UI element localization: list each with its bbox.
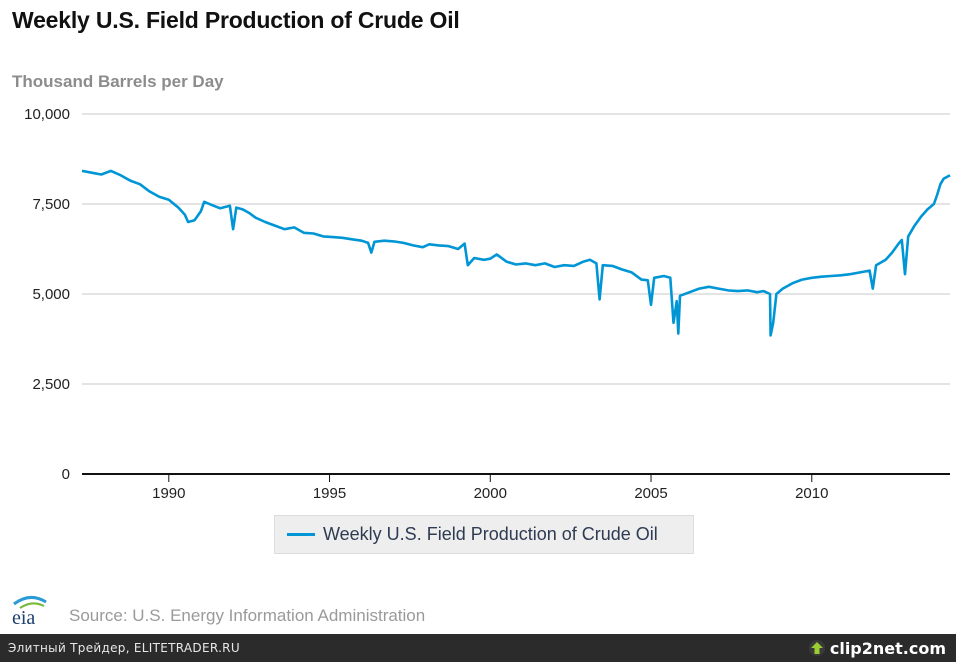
y-tick-label-3: 7,500 <box>32 196 70 213</box>
legend-label: Weekly U.S. Field Production of Crude Oi… <box>323 524 658 544</box>
y-tick-label-4: 10,000 <box>24 106 70 123</box>
x-tick-label-3: 2005 <box>634 485 667 502</box>
chart-title: Weekly U.S. Field Production of Crude Oi… <box>12 7 460 33</box>
footer-caption: Элитный Трейдер, ELITETRADER.RU <box>8 641 240 655</box>
legend: Weekly U.S. Field Production of Crude Oi… <box>274 515 694 554</box>
eia-logo-text: eia <box>12 607 35 628</box>
source-note: Source: U.S. Energy Information Administ… <box>69 606 426 625</box>
eia-logo: eia <box>12 596 47 628</box>
upload-arrow-icon <box>808 640 825 656</box>
legend-swatch <box>287 533 315 536</box>
y-axis-label: Thousand Barrels per Day <box>12 72 224 91</box>
x-axis: 1990 1995 2000 2005 2010 <box>82 473 950 502</box>
x-tick-label-2: 2000 <box>474 485 507 502</box>
eia-logo-arc <box>13 596 47 606</box>
brand-text: clip2net.com <box>829 638 946 658</box>
line-chart: 0 2,500 5,000 7,500 10,000 1990 1995 2000 2005 2… <box>24 106 951 502</box>
series-line-0 <box>81 169 951 337</box>
footer-bar: Элитный Трейдер, ELITETRADER.RU clip2net… <box>0 634 956 662</box>
y-tick-label-0: 0 <box>62 466 70 483</box>
gridlines <box>82 113 950 385</box>
x-tick-label-0: 1990 <box>152 485 185 502</box>
y-tick-labels: 0 2,500 5,000 7,500 10,000 <box>24 106 70 483</box>
y-tick-label-2: 5,000 <box>32 286 70 303</box>
eia-logo-arc-green <box>19 602 45 609</box>
x-tick-label-4: 2010 <box>795 485 828 502</box>
brand[interactable]: clip2net.com <box>808 639 946 658</box>
y-tick-label-1: 2,500 <box>32 376 70 393</box>
series-lines <box>81 169 951 337</box>
x-tick-label-1: 1995 <box>313 485 346 502</box>
